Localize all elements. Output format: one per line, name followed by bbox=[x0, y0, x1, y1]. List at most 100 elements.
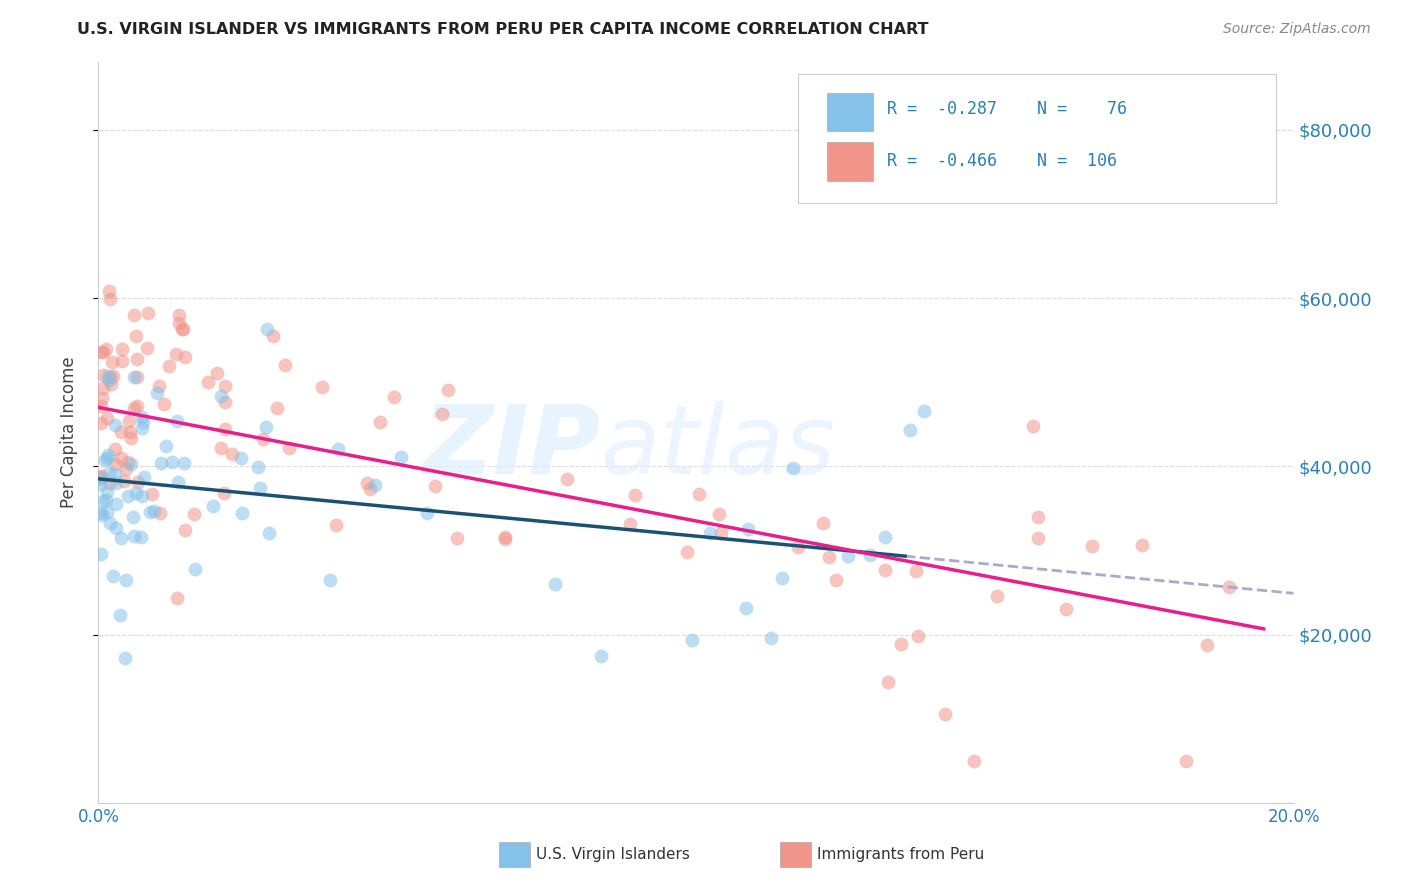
Point bbox=[122, 510, 145, 524]
Point bbox=[90, 344, 112, 359]
Point bbox=[110, 425, 132, 439]
Point bbox=[157, 359, 180, 373]
Point bbox=[256, 322, 278, 336]
Point bbox=[619, 516, 641, 531]
Point bbox=[139, 505, 162, 519]
Point bbox=[494, 532, 516, 546]
Point bbox=[91, 368, 114, 382]
Point bbox=[90, 472, 112, 486]
Point bbox=[197, 376, 219, 390]
Point bbox=[91, 494, 114, 508]
Point bbox=[389, 450, 412, 465]
Point bbox=[183, 507, 205, 521]
Point bbox=[1054, 601, 1077, 615]
Point bbox=[125, 329, 148, 343]
Point bbox=[170, 322, 193, 336]
Point bbox=[131, 410, 153, 425]
Point bbox=[356, 476, 378, 491]
Point bbox=[825, 574, 848, 588]
Point bbox=[249, 481, 271, 495]
Point bbox=[873, 563, 896, 577]
Point bbox=[688, 487, 710, 501]
Point bbox=[142, 503, 165, 517]
Point bbox=[436, 383, 458, 397]
Point bbox=[101, 568, 124, 582]
Point bbox=[90, 469, 112, 483]
Text: Source: ZipAtlas.com: Source: ZipAtlas.com bbox=[1223, 22, 1371, 37]
Point bbox=[90, 477, 112, 491]
Point bbox=[1026, 531, 1049, 545]
Point bbox=[446, 531, 468, 545]
Y-axis label: Per Capita Income: Per Capita Income bbox=[59, 357, 77, 508]
Point bbox=[873, 530, 896, 544]
Point bbox=[986, 589, 1008, 603]
Point bbox=[122, 529, 145, 543]
Point bbox=[150, 456, 173, 470]
Point bbox=[912, 403, 935, 417]
Point bbox=[98, 284, 121, 298]
Point bbox=[624, 488, 647, 502]
Point bbox=[214, 379, 236, 393]
Point bbox=[904, 565, 927, 579]
Point bbox=[737, 522, 759, 536]
Point bbox=[111, 354, 134, 368]
Point bbox=[259, 526, 281, 541]
Point bbox=[90, 416, 112, 430]
Point bbox=[100, 292, 122, 306]
Point bbox=[98, 370, 121, 384]
Point bbox=[114, 650, 136, 665]
Point bbox=[93, 452, 115, 467]
Point bbox=[120, 425, 142, 440]
Point bbox=[934, 706, 956, 721]
Point bbox=[90, 508, 112, 522]
Point bbox=[494, 530, 516, 544]
Point bbox=[416, 506, 439, 520]
Point bbox=[1022, 418, 1045, 433]
Point bbox=[229, 450, 252, 465]
Point bbox=[837, 549, 859, 563]
Point bbox=[262, 329, 284, 343]
Point bbox=[118, 414, 141, 428]
Point bbox=[94, 492, 117, 507]
Point bbox=[104, 418, 127, 433]
Point bbox=[110, 531, 132, 545]
Point bbox=[90, 470, 112, 484]
Point bbox=[209, 441, 232, 455]
Point bbox=[363, 478, 385, 492]
Point bbox=[202, 499, 225, 513]
Point bbox=[169, 309, 191, 323]
Point bbox=[759, 631, 782, 645]
Point bbox=[699, 525, 721, 540]
Point bbox=[117, 455, 139, 469]
Point bbox=[98, 466, 121, 480]
Text: atlas: atlas bbox=[600, 401, 835, 494]
Point bbox=[131, 489, 153, 503]
Point bbox=[877, 675, 900, 690]
Point bbox=[898, 423, 921, 437]
Point bbox=[97, 449, 120, 463]
Point bbox=[710, 526, 733, 541]
Point bbox=[105, 497, 128, 511]
Point bbox=[214, 395, 236, 409]
Point bbox=[172, 322, 194, 336]
Point bbox=[1081, 540, 1104, 554]
Point bbox=[311, 379, 333, 393]
Point bbox=[173, 350, 195, 364]
Point bbox=[326, 442, 349, 456]
Point bbox=[183, 561, 205, 575]
Point bbox=[122, 370, 145, 384]
Text: ZIP: ZIP bbox=[422, 401, 600, 494]
Point bbox=[125, 370, 148, 384]
Point bbox=[734, 600, 756, 615]
Text: U.S. Virgin Islanders: U.S. Virgin Islanders bbox=[536, 847, 689, 862]
Point bbox=[173, 456, 195, 470]
Point bbox=[132, 415, 155, 429]
Point bbox=[125, 352, 148, 367]
Point bbox=[96, 411, 118, 425]
Point bbox=[890, 637, 912, 651]
Point bbox=[254, 420, 277, 434]
Point bbox=[125, 486, 148, 500]
Point bbox=[1175, 754, 1198, 768]
Point bbox=[122, 401, 145, 415]
Point bbox=[252, 432, 274, 446]
